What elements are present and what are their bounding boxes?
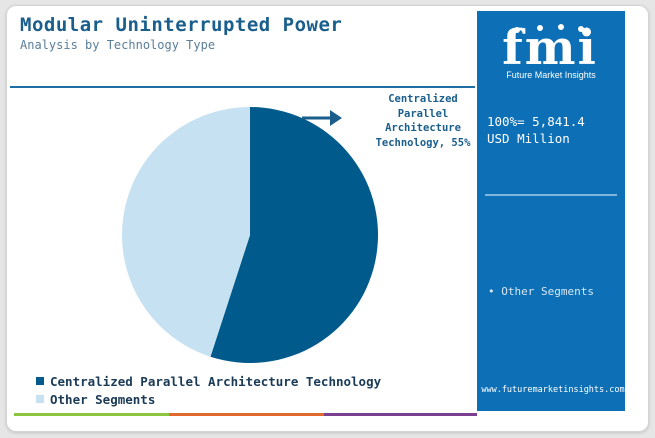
legend-label-centralized: Centralized Parallel Architecture Techno…: [50, 373, 382, 389]
slice-callout-label: Centralized Parallel Architecture Techno…: [375, 93, 471, 149]
total-line-1: 100%= 5,841.4: [487, 114, 585, 129]
bottom-bar-orange: [169, 413, 324, 416]
legend-swatch-centralized: [36, 377, 44, 385]
legend-item-other: Other Segments: [36, 390, 381, 408]
website-link[interactable]: www.futuremarketinsights.com: [481, 385, 625, 395]
logo-subtitle: Future Market Insights: [506, 70, 596, 80]
chart-legend: Centralized Parallel Architecture Techno…: [36, 372, 381, 408]
legend-swatch-other: [36, 395, 44, 403]
pie-slice-1: [122, 107, 250, 357]
panel-segment-label: • Other Segments: [488, 285, 594, 298]
bottom-bar-green: [14, 413, 169, 416]
side-panel: [477, 11, 625, 411]
pie-slice-0: [210, 107, 379, 363]
header-divider: [10, 86, 475, 88]
fmi-logo-icon: fmi: [502, 20, 596, 76]
chart-title: Modular Uninterrupted Power: [20, 14, 343, 36]
bottom-bar-purple: [324, 413, 477, 416]
chart-subtitle: Analysis by Technology Type: [20, 38, 216, 52]
legend-item-centralized: Centralized Parallel Architecture Techno…: [36, 372, 381, 390]
total-line-2: USD Million: [487, 131, 570, 146]
panel-divider: [485, 194, 617, 196]
total-value: 100%= 5,841.4 USD Million: [487, 113, 585, 147]
arrow-right-icon: [302, 110, 342, 126]
legend-label-other: Other Segments: [50, 391, 156, 407]
